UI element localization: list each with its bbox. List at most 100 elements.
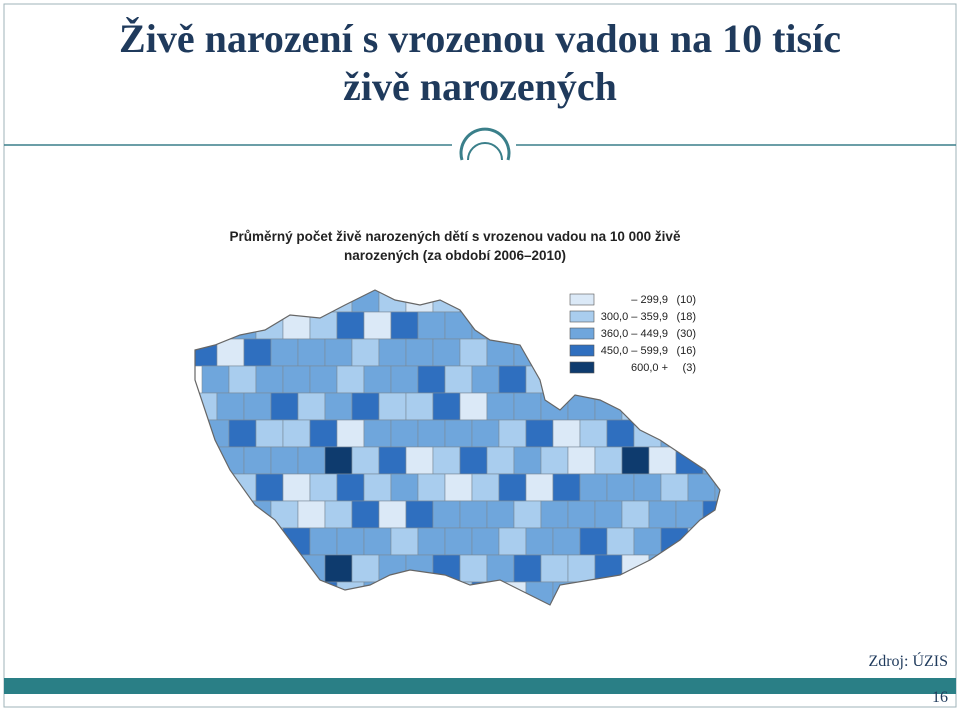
district <box>309 473 338 502</box>
district <box>687 473 716 502</box>
district <box>297 392 326 421</box>
district <box>405 446 434 475</box>
district <box>579 419 608 448</box>
legend-swatch <box>569 293 595 306</box>
district <box>417 473 446 502</box>
district <box>459 392 488 421</box>
district <box>336 365 365 394</box>
district <box>324 392 353 421</box>
district <box>540 446 569 475</box>
district <box>228 419 257 448</box>
slide-title: živě narozených <box>343 64 617 109</box>
district <box>405 500 434 529</box>
district <box>444 527 473 556</box>
district <box>324 554 353 583</box>
district <box>432 446 461 475</box>
district <box>513 446 542 475</box>
district <box>552 527 581 556</box>
district <box>216 338 245 367</box>
district <box>579 473 608 502</box>
district <box>486 392 515 421</box>
legend-range: 450,0 – 599,9 <box>601 345 668 357</box>
district <box>390 419 419 448</box>
district <box>378 338 407 367</box>
district <box>459 446 488 475</box>
district <box>417 311 446 340</box>
district <box>486 446 515 475</box>
district <box>471 527 500 556</box>
district <box>324 338 353 367</box>
legend-range: 600,0 + <box>631 362 668 374</box>
district <box>363 311 392 340</box>
district <box>459 554 488 583</box>
district <box>633 527 662 556</box>
district <box>471 365 500 394</box>
district <box>498 365 527 394</box>
district <box>444 419 473 448</box>
district <box>594 500 623 529</box>
district <box>324 446 353 475</box>
legend-swatch <box>569 344 595 357</box>
district <box>255 419 284 448</box>
district <box>606 473 635 502</box>
district <box>378 500 407 529</box>
district <box>405 338 434 367</box>
district <box>552 419 581 448</box>
district <box>363 527 392 556</box>
footer-bar <box>4 678 956 694</box>
district <box>567 446 596 475</box>
district <box>378 392 407 421</box>
district <box>633 473 662 502</box>
district <box>513 500 542 529</box>
district <box>540 500 569 529</box>
district <box>486 500 515 529</box>
district <box>255 473 284 502</box>
legend-count: (16) <box>676 345 696 357</box>
district <box>621 446 650 475</box>
district <box>498 419 527 448</box>
district <box>351 446 380 475</box>
legend-swatch <box>569 361 595 374</box>
district <box>216 392 245 421</box>
district <box>444 473 473 502</box>
district <box>486 554 515 583</box>
district <box>282 365 311 394</box>
district <box>579 527 608 556</box>
district <box>282 473 311 502</box>
district <box>471 473 500 502</box>
district <box>444 365 473 394</box>
district <box>525 419 554 448</box>
district <box>309 365 338 394</box>
district <box>351 338 380 367</box>
district <box>390 311 419 340</box>
district <box>336 311 365 340</box>
district <box>432 500 461 529</box>
district <box>417 419 446 448</box>
district <box>540 554 569 583</box>
district <box>621 500 650 529</box>
legend-swatch <box>569 327 595 340</box>
district <box>390 527 419 556</box>
district <box>513 392 542 421</box>
district <box>255 365 284 394</box>
legend-count: (18) <box>676 311 696 323</box>
district <box>513 554 542 583</box>
district <box>363 365 392 394</box>
district <box>336 419 365 448</box>
district <box>363 473 392 502</box>
district <box>297 446 326 475</box>
district <box>417 527 446 556</box>
district <box>567 554 596 583</box>
district <box>324 500 353 529</box>
district <box>525 473 554 502</box>
district <box>270 392 299 421</box>
legend-count: (10) <box>676 294 696 306</box>
legend-range: 300,0 – 359,9 <box>601 311 668 323</box>
district <box>228 365 257 394</box>
district <box>351 500 380 529</box>
district <box>201 365 230 394</box>
district <box>243 392 272 421</box>
map-title: narozených (za období 2006–2010) <box>344 248 566 263</box>
district <box>336 473 365 502</box>
